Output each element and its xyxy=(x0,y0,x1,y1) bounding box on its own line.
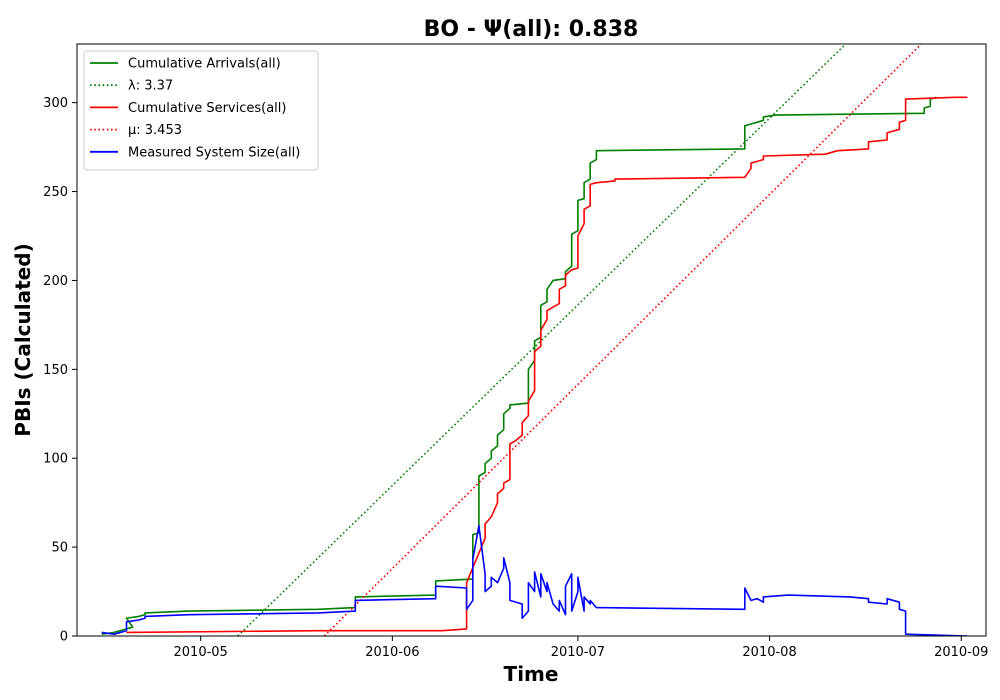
legend-label: λ: 3.37 xyxy=(128,79,173,94)
legend-label: Cumulative Services(all) xyxy=(128,101,286,116)
x-tick-label: 2010-05 xyxy=(174,645,228,660)
series-line-1 xyxy=(237,44,847,636)
x-axis-ticks: 2010-05 2010-06 2010-07 2010-08 2010-09 xyxy=(174,636,988,660)
series-line-2 xyxy=(126,96,968,634)
plot-frame xyxy=(76,43,987,637)
y-tick-label: 100 xyxy=(43,452,68,467)
y-axis-label: PBIs (Calculated) xyxy=(11,243,35,436)
legend-label: Cumulative Arrivals(all) xyxy=(128,57,281,72)
y-tick-label: 250 xyxy=(43,185,68,200)
legend-box xyxy=(83,50,319,171)
x-tick-label: 2010-09 xyxy=(934,645,988,660)
y-axis-ticks: 0 50 100 150 200 250 300 xyxy=(43,96,77,645)
series-line-0 xyxy=(101,96,937,635)
series-layer xyxy=(101,44,968,636)
y-tick-label: 200 xyxy=(43,274,68,289)
legend: Cumulative Arrivals(all) λ: 3.37 Cumulativ… xyxy=(83,50,319,171)
series-line-3 xyxy=(323,44,923,636)
series-line-4 xyxy=(101,524,968,636)
y-tick-label: 150 xyxy=(43,363,68,378)
y-tick-label: 50 xyxy=(51,541,68,556)
x-tick-label: 2010-07 xyxy=(551,645,605,660)
legend-label: μ: 3.453 xyxy=(128,123,182,138)
y-tick-label: 0 xyxy=(60,630,68,645)
x-tick-label: 2010-08 xyxy=(742,645,796,660)
chart-title: BO - Ψ(all): 0.838 xyxy=(424,17,639,42)
legend-label: Measured System Size(all) xyxy=(128,145,300,160)
x-axis-label: Time xyxy=(504,662,559,686)
x-tick-label: 2010-06 xyxy=(365,645,419,660)
y-tick-label: 300 xyxy=(43,96,68,111)
